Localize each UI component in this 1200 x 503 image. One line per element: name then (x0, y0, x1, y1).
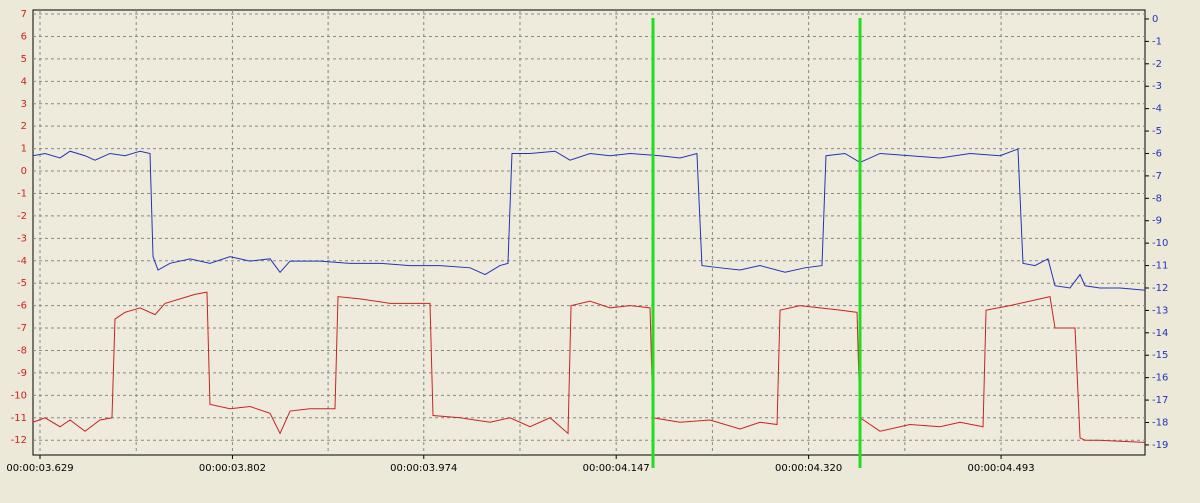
y-tick-label: -11 (11, 413, 27, 424)
x-tick-label: 00:00:03.629 (6, 463, 73, 474)
y2-tick-label: -12 (1152, 283, 1168, 294)
y-tick-label: 6 (21, 31, 27, 42)
x-tick-label: 00:00:03.974 (390, 463, 457, 474)
y2-tick-label: -16 (1152, 373, 1168, 384)
x-tick-label: 00:00:04.320 (775, 463, 842, 474)
y-tick-label: -3 (17, 233, 27, 244)
series-line (32, 148, 1146, 291)
series-line (32, 291, 1146, 443)
y2-tick-label: -2 (1152, 59, 1162, 70)
y-tick-label: 1 (21, 144, 27, 155)
y2-tick-label: -19 (1152, 440, 1168, 451)
plot-area (32, 9, 1146, 456)
y-tick-label: 2 (21, 121, 27, 132)
y2-tick-label: -13 (1152, 305, 1168, 316)
x-tick-label: 00:00:04.493 (967, 463, 1034, 474)
y2-tick-label: -18 (1152, 417, 1168, 428)
y-tick-label: -5 (17, 278, 27, 289)
y-tick-label: -6 (17, 301, 27, 312)
y-tick-label: -1 (17, 188, 27, 199)
y2-tick-label: -10 (1152, 238, 1168, 249)
y2-tick-label: -1 (1152, 36, 1162, 47)
y-tick-label: 7 (21, 9, 27, 20)
y2-tick-label: 0 (1152, 14, 1158, 25)
y-tick-label: -4 (17, 256, 27, 267)
y2-tick-label: -7 (1152, 171, 1162, 182)
y2-tick-label: -14 (1152, 328, 1168, 339)
y-tick-label: -7 (17, 323, 27, 334)
y-tick-label: -9 (17, 368, 27, 379)
y2-tick-label: -9 (1152, 216, 1162, 227)
y-tick-label: -2 (17, 211, 27, 222)
y2-tick-label: -15 (1152, 350, 1168, 361)
y2-tick-label: -3 (1152, 81, 1162, 92)
y-tick-label: -8 (17, 345, 27, 356)
y2-tick-label: -11 (1152, 261, 1168, 272)
y2-tick-label: -5 (1152, 126, 1162, 137)
y2-tick-label: -4 (1152, 104, 1162, 115)
y-tick-label: 4 (21, 76, 27, 87)
y-tick-label: -10 (11, 390, 27, 401)
y2-tick-label: -17 (1152, 395, 1168, 406)
x-tick-label: 00:00:04.147 (583, 463, 650, 474)
y-tick-label: 5 (21, 54, 27, 65)
y-tick-label: 3 (21, 99, 27, 110)
y-tick-label: 0 (21, 166, 27, 177)
y2-tick-label: -6 (1152, 148, 1162, 159)
x-tick-label: 00:00:03.802 (199, 463, 266, 474)
y-tick-label: -12 (11, 435, 27, 446)
y2-tick-label: -8 (1152, 193, 1162, 204)
